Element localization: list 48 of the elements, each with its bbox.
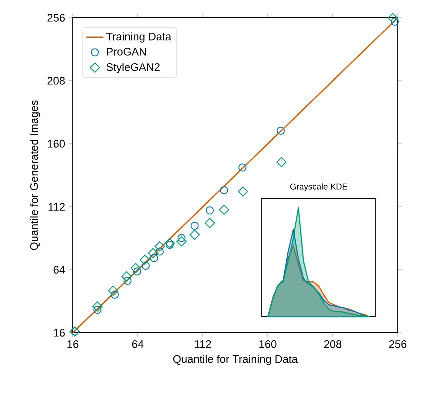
point: [122, 272, 132, 282]
y-tick-label: 16: [54, 329, 66, 337]
chart-title: Grayscale KDE: [290, 184, 348, 192]
x-tick-label: 16: [68, 340, 79, 348]
point: [220, 186, 228, 194]
point: [148, 248, 158, 258]
point: [204, 218, 216, 228]
point: [150, 254, 158, 262]
point: [164, 238, 176, 248]
point: [94, 306, 102, 314]
y-tick-label: 160: [48, 140, 66, 148]
point: [238, 186, 248, 197]
legend-label: Training Data: [106, 32, 172, 43]
point: [154, 242, 166, 252]
point: [140, 254, 150, 266]
point: [190, 222, 199, 230]
point: [178, 234, 186, 242]
point: [238, 164, 247, 172]
point: [142, 262, 150, 270]
point: [390, 18, 400, 26]
y-tick-label: 64: [54, 266, 66, 274]
x-tick-label: 256: [389, 340, 407, 348]
x-tick-label: 64: [132, 340, 144, 348]
y-tick-label: 256: [48, 14, 66, 22]
x-tick-label: 160: [260, 340, 277, 348]
y-tick-label: 208: [48, 77, 66, 85]
point: [108, 286, 118, 296]
point: [130, 263, 142, 274]
y-tick-label: 112: [48, 203, 65, 211]
x-tick-label: 112: [195, 340, 212, 348]
point: [156, 248, 164, 256]
x-tick-label: 208: [324, 340, 342, 348]
point: [166, 241, 174, 250]
point: [110, 290, 120, 299]
point: [176, 236, 187, 247]
point: [219, 204, 230, 216]
legend-label: ProGAN: [107, 48, 146, 56]
point: [92, 302, 103, 312]
x-axis-title: Quantile for Training Data: [173, 355, 298, 366]
point: [388, 13, 398, 24]
legend-label: StyleGAN2: [106, 63, 160, 74]
y-axis-title: Quantile for Generated Images: [30, 100, 40, 250]
point: [276, 157, 287, 168]
point: [190, 230, 200, 240]
point: [206, 206, 214, 215]
point: [133, 268, 142, 276]
point: [124, 276, 132, 286]
point: [276, 126, 286, 136]
